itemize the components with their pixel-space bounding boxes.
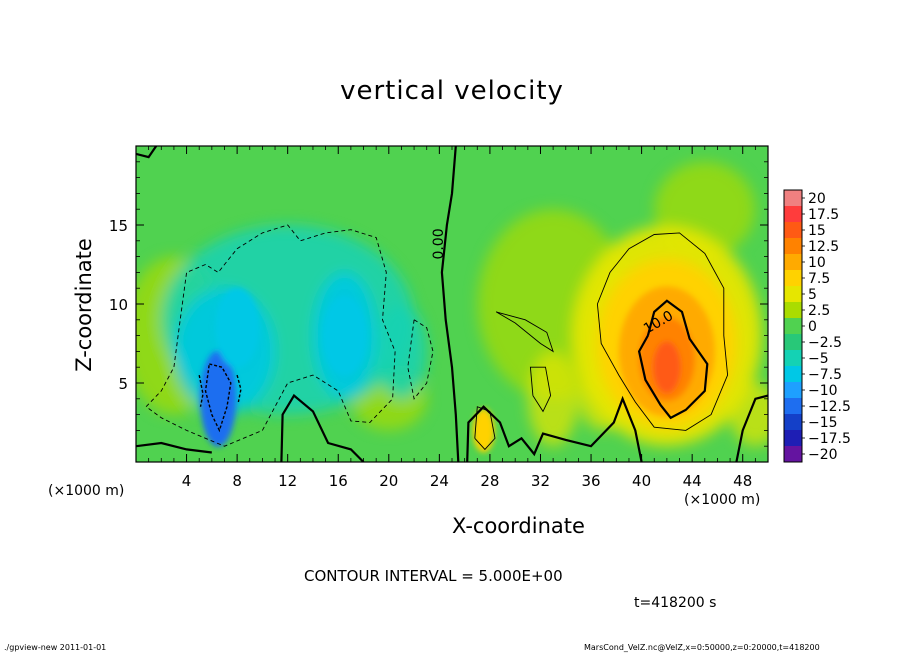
colorbar-swatch [784, 318, 802, 334]
colorbar-swatch [784, 430, 802, 446]
colorbar-label: 5 [808, 287, 817, 303]
z-tick-label: 10 [109, 296, 128, 314]
x-tick-label: 32 [531, 472, 550, 490]
colorbar-swatch [784, 190, 802, 206]
colorbar-label: 12.5 [808, 239, 839, 255]
colorbar-label: −20 [808, 447, 838, 463]
colorbar-swatch [784, 382, 802, 398]
negative-core [215, 287, 260, 368]
x-tick-label: 8 [232, 472, 242, 490]
time-label: t=418200 s [634, 595, 717, 611]
x-tick-label: 40 [632, 472, 651, 490]
x-tick-label: 24 [430, 472, 449, 490]
colorbar-label: 0 [808, 319, 817, 335]
footer-right: MarsCond_VelZ.nc@VelZ,x=0:50000,z=0:2000… [584, 643, 820, 652]
negative-core [200, 350, 237, 447]
contour-neg5 [407, 319, 434, 400]
colorbar-label: −15 [808, 415, 838, 431]
contour-interval: CONTOUR INTERVAL = 5.000E+00 [304, 567, 563, 585]
colorbar-swatch [784, 254, 802, 270]
colorbar-label: −2.5 [808, 335, 842, 351]
contour-label: 0.00 [431, 228, 447, 259]
colorbar-swatch [784, 334, 802, 350]
positive-core-peak [652, 341, 681, 394]
contour-10 [637, 299, 709, 420]
colorbar-swatch [784, 446, 802, 462]
zero-contour [136, 146, 158, 159]
colorbar-label: −5 [808, 351, 829, 367]
x-axis-label: X-coordinate [452, 514, 585, 538]
x-tick-label: 44 [683, 472, 702, 490]
colorbar-swatch [784, 206, 802, 222]
colorbar-swatch [784, 302, 802, 318]
colorbar-swatch [784, 286, 802, 302]
x-tick-label: 16 [329, 472, 348, 490]
zero-contour [136, 441, 212, 454]
colorbar-swatch [784, 398, 802, 414]
negative-core [322, 295, 367, 376]
x-tick-label: 20 [379, 472, 398, 490]
contour-5 [474, 406, 496, 451]
z-tick-label: 15 [109, 217, 128, 235]
footer-left: ./gpview-new 2011-01-01 [4, 643, 107, 652]
colorbar-swatch [784, 350, 802, 366]
contour-5 [495, 311, 554, 353]
zero-contour [466, 395, 643, 462]
colorbar-label: 15 [808, 223, 826, 239]
contour-neg10 [198, 374, 204, 407]
negative-patch [376, 304, 427, 399]
x-unit-label-right: (×1000 m) [684, 492, 761, 508]
contour-5 [596, 232, 729, 431]
contour-neg10 [204, 363, 232, 433]
colorbar-swatch [784, 238, 802, 254]
x-unit-label-left: (×1000 m) [48, 483, 125, 499]
colorbar-label: −12.5 [808, 399, 851, 415]
colorbar-label: 20 [808, 191, 826, 207]
x-tick-label: 12 [278, 472, 297, 490]
x-tick-label: 28 [480, 472, 499, 490]
zero-contour [280, 393, 365, 462]
x-tick-label: 4 [182, 472, 192, 490]
z-tick-label: 5 [118, 375, 128, 393]
colorbar-label: −17.5 [808, 431, 851, 447]
positive-patch [527, 351, 579, 447]
colorbar-label: −7.5 [808, 367, 842, 383]
zero-contour [735, 394, 768, 462]
contour-neg5 [145, 224, 396, 447]
colorbar-label: −10 [808, 383, 838, 399]
colorbar-swatch [784, 270, 802, 286]
x-tick-label: 36 [581, 472, 600, 490]
colorbar-swatch [784, 414, 802, 430]
chart-title: vertical velocity [340, 76, 564, 106]
colorbar-label: 17.5 [808, 207, 839, 223]
colorbar-label: 10 [808, 255, 826, 271]
colorbar-label: 2.5 [808, 303, 830, 319]
contour-5 [529, 366, 552, 413]
colorbar-swatch [784, 366, 802, 382]
x-tick-label: 48 [733, 472, 752, 490]
zero-contour [440, 146, 460, 462]
colorbar-swatch [784, 222, 802, 238]
colorbar-label: 7.5 [808, 271, 830, 287]
